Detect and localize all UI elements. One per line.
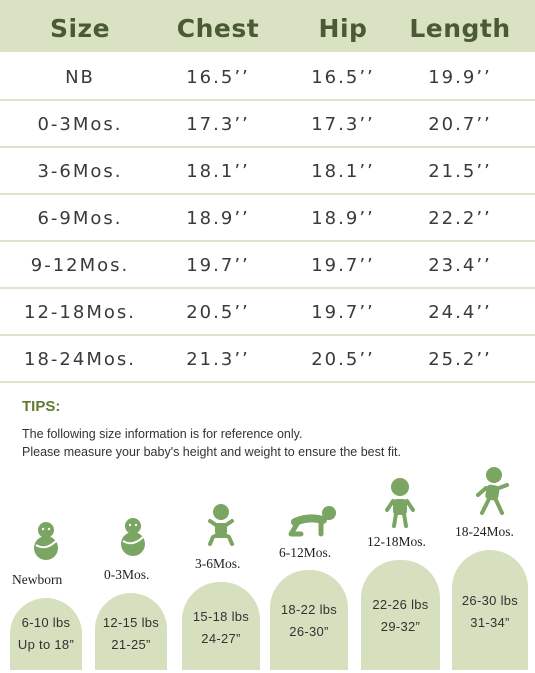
table-row: 6-9Mos. 18.9’’ 18.9’’ 22.2’’ [0,195,535,242]
table-row: 3-6Mos. 18.1’’ 18.1’’ 21.5’’ [0,148,535,195]
chest-cell: 18.9’’ [186,208,250,229]
walking-toddler-icon [476,467,509,515]
size-cell: 18-24Mos. [24,349,136,370]
length-cell: 23.4’’ [428,255,492,276]
tips-title: TIPS: [22,398,61,415]
stage-label-18-24mos: 18-24Mos. [455,524,514,539]
header-chest: Chest [176,14,260,43]
table-row: 9-12Mos. 19.7’’ 19.7’’ 23.4’’ [0,242,535,289]
length-cell: 21.5’’ [428,161,492,182]
stage-height: 21-25” [111,637,151,652]
stage-weight: 15-18 lbs [192,609,250,624]
stage-label-3-6mos: 3-6Mos. [195,556,241,571]
tips-text-line: Please measure your baby's height and we… [22,445,402,459]
hip-cell: 17.3’’ [311,114,375,135]
tips-text-line: The following size information is for re… [22,427,303,441]
chest-cell: 21.3’’ [186,349,250,370]
stage-weight: 22-26 lbs [372,597,429,612]
stage-weight: 6-10 lbs [21,615,71,630]
header-length: Length [409,14,511,43]
length-cell: 24.4’’ [428,302,492,323]
swaddled-baby-icon [121,518,145,556]
standing-toddler-icon [385,478,415,528]
stage-weight: 26-30 lbs [461,593,519,608]
size-cell: 3-6Mos. [37,161,123,182]
size-cell: 12-18Mos. [24,302,136,323]
chest-cell: 20.5’’ [186,302,250,323]
stage-measure-pill: 12-15 lbs 21-25” [95,593,167,670]
stage-height: 24-27” [201,631,241,646]
stage-label-12-18mos: 12-18Mos. [367,534,426,549]
stage-measure-pill: 22-26 lbs 29-32” [361,560,440,670]
stage-measure-pill: 18-22 lbs 26-30” [270,570,348,670]
stage-label-newborn: Newborn [12,572,63,587]
length-cell: 19.9’’ [428,67,492,88]
hip-cell: 19.7’’ [311,302,375,323]
length-cell: 25.2’’ [428,349,492,370]
header-hip: Hip [318,14,368,43]
hip-cell: 20.5’’ [311,349,375,370]
stage-height: Up to 18” [17,637,75,652]
hip-cell: 19.7’’ [311,255,375,276]
chest-cell: 19.7’’ [186,255,250,276]
stage-weight: 18-22 lbs [280,602,338,617]
size-cell: 6-9Mos. [37,208,123,229]
crawling-baby-icon [288,506,336,537]
chest-cell: 18.1’’ [186,161,250,182]
table-header-row: Size Chest Hip Length [0,0,535,52]
sitting-baby-icon [208,504,234,546]
table-row: NB 16.5’’ 16.5’’ 19.9’’ [0,54,535,101]
table-row: 12-18Mos. 20.5’’ 19.7’’ 24.4’’ [0,289,535,336]
chest-cell: 17.3’’ [186,114,250,135]
hip-cell: 16.5’’ [311,67,375,88]
size-cell: 9-12Mos. [30,255,130,276]
size-cell: 0-3Mos. [37,114,123,135]
stage-height: 26-30” [289,624,329,639]
stage-height: 29-32” [380,619,421,634]
hip-cell: 18.9’’ [311,208,375,229]
stage-measure-pill: 26-30 lbs 31-34” [452,550,528,670]
table-row: 0-3Mos. 17.3’’ 17.3’’ 20.7’’ [0,101,535,148]
stage-label-0-3mos: 0-3Mos. [104,567,150,582]
length-cell: 20.7’’ [428,114,492,135]
stage-label-6-12mos: 6-12Mos. [279,545,332,560]
length-cell: 22.2’’ [428,208,492,229]
chest-cell: 16.5’’ [186,67,250,88]
swaddled-baby-icon [34,522,58,560]
stage-weight: 12-15 lbs [102,615,160,630]
stage-height: 31-34” [470,615,510,630]
table-row: 18-24Mos. 21.3’’ 20.5’’ 25.2’’ [0,336,535,383]
stage-measure-pill: 15-18 lbs 24-27” [182,582,260,670]
size-cell: NB [65,67,95,88]
header-size: Size [49,14,111,43]
stage-measure-pill: 6-10 lbs Up to 18” [10,598,82,670]
hip-cell: 18.1’’ [311,161,375,182]
